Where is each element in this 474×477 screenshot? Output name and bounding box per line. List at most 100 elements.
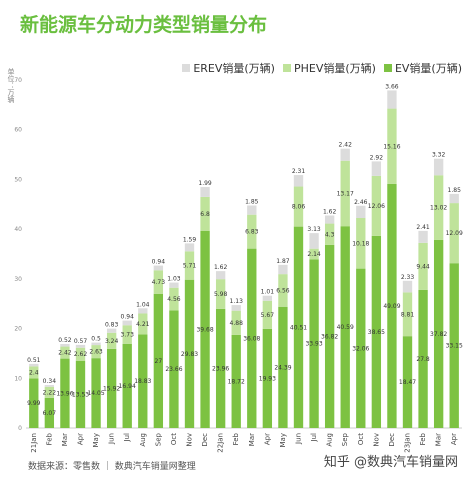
bar-segment-ev bbox=[278, 306, 288, 428]
data-label-ev: 18.47 bbox=[399, 379, 416, 386]
bar-segment-erev bbox=[75, 344, 86, 348]
data-label-erev-top: 1.13 bbox=[230, 298, 244, 305]
bar-segment-erev bbox=[169, 282, 179, 288]
chart-title: 新能源车分动力类型销量分布 bbox=[20, 10, 267, 37]
y-tick-label: 0 bbox=[18, 425, 22, 432]
data-label-phev: 4.88 bbox=[230, 320, 244, 327]
data-label-phev: 12.09 bbox=[446, 230, 463, 237]
bar-segment-ev bbox=[153, 293, 164, 428]
bar-segment-erev bbox=[60, 343, 70, 347]
data-label-erev-top: 2.42 bbox=[339, 142, 353, 149]
bar-segment-ev bbox=[324, 244, 335, 428]
data-label-erev-top: 2.41 bbox=[416, 224, 430, 231]
data-label-phev: 2.62 bbox=[74, 351, 88, 358]
bar-segment-erev bbox=[91, 342, 101, 346]
data-label-ev: 38.65 bbox=[368, 329, 385, 336]
bar-segment-ev bbox=[433, 239, 444, 428]
data-label-ev: 23.96 bbox=[212, 365, 229, 372]
data-label-ev: 40.51 bbox=[290, 324, 307, 331]
y-tick-label: 70 bbox=[14, 77, 22, 84]
bar-segment-erev bbox=[278, 264, 288, 275]
legend-label-phev: PHEV销量(万辆) bbox=[293, 62, 376, 75]
data-label-erev-top: 1.04 bbox=[136, 301, 150, 308]
bar-segment-ev bbox=[106, 348, 117, 428]
data-label-erev-top: 0.5 bbox=[91, 336, 101, 343]
x-tick-label: Feb bbox=[419, 432, 427, 445]
bar-segment-phev bbox=[262, 300, 273, 329]
bar-segment-phev bbox=[387, 108, 397, 184]
bar-segment-phev bbox=[418, 242, 428, 290]
bar-segment-phev bbox=[433, 175, 444, 240]
data-label-phev: 2.63 bbox=[89, 349, 103, 356]
title-accent: 新能源车分动力类型 bbox=[20, 14, 192, 36]
data-label-ev: 32.06 bbox=[352, 345, 369, 352]
bar-segment-phev bbox=[153, 270, 164, 294]
data-label-ev: 9.99 bbox=[27, 400, 41, 407]
bar-segment-phev bbox=[44, 386, 55, 398]
x-tick-label: Feb bbox=[232, 432, 240, 445]
bar-segment-erev bbox=[433, 158, 444, 176]
data-label-ev: 24.39 bbox=[274, 364, 291, 371]
bar-segment-erev bbox=[356, 205, 366, 219]
data-label-erev-top: 1.87 bbox=[276, 258, 290, 265]
bar-segment-ev bbox=[449, 263, 459, 428]
bar-segment-ev bbox=[138, 334, 148, 428]
data-label-ev: 33.93 bbox=[305, 341, 322, 348]
data-label-erev-top: 2.33 bbox=[401, 274, 415, 281]
bar-segment-erev bbox=[309, 233, 319, 249]
x-tick-label: Jul bbox=[310, 433, 318, 443]
x-tick-label: Mar bbox=[435, 433, 443, 446]
bar-segment-phev bbox=[122, 325, 132, 344]
data-label-erev-top: 3.13 bbox=[307, 226, 321, 233]
bar-segment-erev bbox=[387, 90, 397, 109]
data-label-ev: 15.92 bbox=[103, 385, 120, 392]
x-tick-label: Apr bbox=[263, 433, 271, 445]
data-label-phev: 3.73 bbox=[121, 332, 135, 339]
data-label-phev: 8.06 bbox=[292, 204, 306, 211]
data-label-ev: 16.94 bbox=[119, 383, 136, 390]
bar-segment-phev bbox=[138, 313, 148, 335]
x-tick-label: 21Jan bbox=[30, 433, 38, 453]
data-label-phev: 2.14 bbox=[307, 251, 321, 258]
bar-segment-erev bbox=[29, 363, 39, 367]
legend-swatch-phev bbox=[282, 64, 291, 72]
bar-segment-erev bbox=[106, 328, 117, 333]
data-label-phev: 8.81 bbox=[401, 311, 415, 318]
bar-segment-erev bbox=[262, 295, 273, 301]
y-tick-label: 40 bbox=[14, 226, 22, 233]
data-label-phev: 5.98 bbox=[214, 291, 228, 298]
data-label-erev-top: 3.32 bbox=[432, 152, 446, 159]
data-label-phev: 4.21 bbox=[136, 321, 150, 328]
data-label-erev-top: 1.03 bbox=[167, 276, 181, 283]
data-label-ev: 36.08 bbox=[243, 335, 260, 342]
x-tick-label: Feb bbox=[45, 432, 53, 445]
x-tick-label: Dec bbox=[388, 433, 396, 447]
data-label-phev: 2.22 bbox=[43, 389, 57, 396]
data-label-erev-top: 0.94 bbox=[121, 314, 135, 321]
bar-segment-ev bbox=[75, 360, 86, 428]
data-label-erev-top: 3.66 bbox=[385, 83, 399, 90]
legend-swatch-ev bbox=[383, 64, 392, 72]
data-label-phev: 2.4 bbox=[29, 369, 39, 376]
data-label-ev: 27.8 bbox=[416, 356, 430, 363]
data-label-ev: 23.66 bbox=[165, 366, 182, 373]
bar-segment-phev bbox=[278, 274, 288, 307]
y-tick-label: 60 bbox=[14, 127, 22, 134]
bar-segment-phev bbox=[340, 160, 350, 227]
data-label-ev: 13.96 bbox=[56, 390, 73, 397]
bar-segment-erev bbox=[371, 161, 382, 176]
x-tick-label: Aug bbox=[326, 433, 334, 447]
data-label-ev: 36.82 bbox=[321, 333, 338, 340]
x-tick-label: Aug bbox=[139, 433, 147, 447]
legend-item-phev: PHEV销量(万辆) bbox=[282, 60, 376, 76]
bar-segment-ev bbox=[44, 397, 55, 428]
x-tick-label: Apr bbox=[450, 433, 458, 445]
bar-segment-phev bbox=[324, 223, 335, 245]
data-label-phev: 13.17 bbox=[337, 190, 354, 197]
bar-segment-erev bbox=[184, 243, 195, 252]
bar-segment-phev bbox=[184, 251, 195, 280]
x-tick-label: Apr bbox=[77, 433, 85, 445]
x-tick-label: 22Jan bbox=[217, 433, 225, 453]
data-label-ev: 18.83 bbox=[134, 378, 151, 385]
bar-segment-erev bbox=[418, 230, 428, 243]
